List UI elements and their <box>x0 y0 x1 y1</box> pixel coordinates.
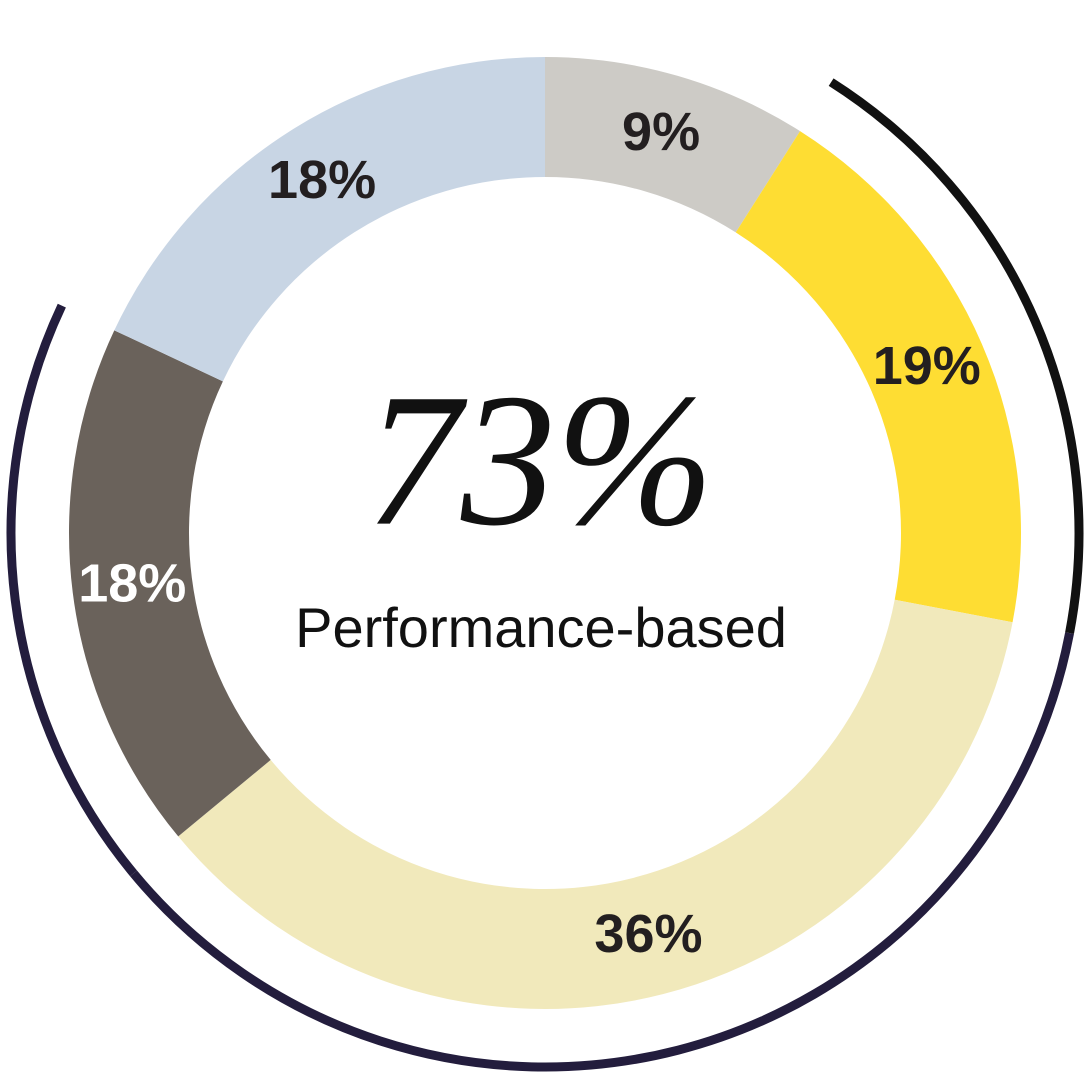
donut-segment <box>178 599 1013 1010</box>
donut-segment <box>735 131 1021 623</box>
center-label: Performance-based <box>295 596 787 659</box>
outer-arc <box>828 78 1084 634</box>
segment-label: 18% <box>268 150 376 210</box>
donut-segment <box>68 330 271 837</box>
donut-segment <box>114 57 546 382</box>
donut-segment <box>545 57 801 233</box>
center-value: 73% <box>366 356 714 566</box>
outer-arc <box>130 632 1074 1072</box>
segment-label: 19% <box>873 336 981 396</box>
segment-label: 18% <box>78 553 186 613</box>
segment-label: 9% <box>622 102 700 162</box>
segment-label: 36% <box>594 904 702 964</box>
outer-arc <box>6 303 138 877</box>
